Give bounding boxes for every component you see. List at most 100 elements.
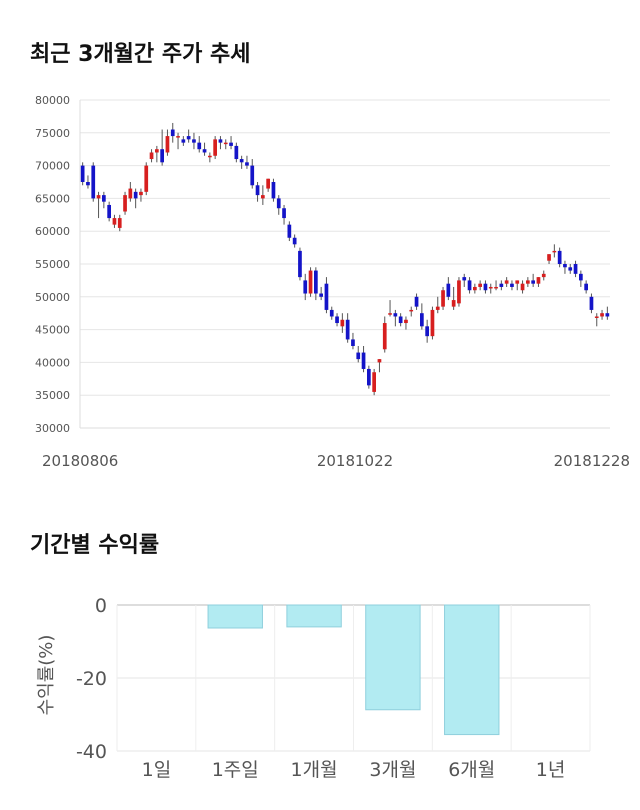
- candle-down: [393, 313, 398, 317]
- candle-down: [605, 313, 610, 317]
- candle-up: [600, 313, 604, 317]
- candle-up: [165, 136, 170, 153]
- candle-up: [520, 283, 525, 291]
- return-bar: [207, 604, 263, 629]
- return-gridlines: [116, 604, 591, 752]
- candle-up: [478, 283, 483, 287]
- candle-down: [356, 352, 361, 360]
- candle-up: [451, 300, 456, 307]
- candles: [80, 122, 610, 396]
- candle-up: [213, 139, 218, 156]
- candle-down: [419, 313, 424, 327]
- candle-up: [260, 195, 265, 199]
- candle-down: [563, 264, 567, 268]
- return-bar: [444, 604, 500, 736]
- candle-up: [525, 280, 530, 284]
- candle-down: [160, 149, 165, 163]
- candle-down: [361, 352, 366, 369]
- candle-down: [568, 267, 573, 271]
- candle-down: [107, 204, 112, 219]
- candle-down: [467, 280, 472, 291]
- candle-down: [234, 145, 239, 160]
- candle-down: [324, 283, 329, 310]
- return-x-axis: 1일 1주일 1개월 3개월 6개월 1년: [142, 759, 566, 781]
- candle-down: [298, 250, 302, 278]
- candle-down: [170, 129, 175, 137]
- candle-down: [197, 142, 202, 150]
- candle-down: [425, 326, 430, 337]
- price-y-tick-label: 45000: [35, 324, 70, 337]
- period-return-title: 기간별 수익률: [30, 533, 160, 558]
- candle-up: [430, 309, 435, 337]
- candle-up: [594, 316, 599, 318]
- candle-down: [239, 159, 244, 163]
- price-y-tick-label: 70000: [35, 160, 70, 173]
- return-bar-chart: 0 -20 -40 1일 1주일 1개월 3개월 6개월 1년 수익률(%): [36, 595, 591, 781]
- candle-down: [531, 280, 536, 284]
- candle-down: [133, 191, 138, 199]
- candle-down: [192, 139, 196, 143]
- candle-up: [117, 218, 122, 228]
- candle-up: [144, 165, 149, 192]
- candle-down: [276, 198, 281, 209]
- return-x-tick-label: 6개월: [448, 759, 495, 781]
- price-y-tick-label: 80000: [35, 94, 70, 107]
- candlestick-chart: 80000 75000 70000 65000 60000 55000 50000 45000…: [35, 94, 630, 470]
- candle-down: [510, 283, 514, 287]
- return-y-axis-label: 수익률(%): [36, 635, 57, 716]
- return-bar: [286, 604, 342, 628]
- candle-down: [250, 165, 255, 186]
- candle-up: [207, 155, 212, 158]
- candle-up: [112, 218, 117, 225]
- candle-up: [515, 280, 520, 284]
- candle-down: [271, 182, 276, 199]
- price-y-tick-label: 50000: [35, 291, 70, 304]
- price-x-axis: 20180806 20181022 20181228: [42, 452, 630, 470]
- candle-down: [313, 270, 318, 294]
- candle-up: [308, 270, 313, 294]
- candle-down: [398, 316, 403, 324]
- candle-down: [245, 162, 249, 166]
- candle-up: [223, 142, 228, 145]
- candle-down: [303, 280, 308, 294]
- candle-down: [292, 237, 297, 245]
- return-y-tick-label: 0: [95, 595, 107, 617]
- candle-down: [589, 296, 594, 310]
- candle-down: [287, 224, 292, 238]
- candle-down: [335, 316, 339, 324]
- candle-down: [255, 185, 260, 196]
- candle-up: [536, 277, 541, 284]
- candle-up: [409, 309, 414, 312]
- return-x-tick-label: 1개월: [291, 759, 338, 781]
- candle-up: [176, 136, 180, 138]
- return-x-tick-label: 1일: [142, 759, 172, 781]
- price-x-tick-label: 20180806: [42, 452, 118, 470]
- candle-down: [186, 136, 191, 140]
- price-y-tick-label: 40000: [35, 356, 70, 369]
- candle-up: [382, 323, 387, 350]
- price-gridlines: [79, 99, 610, 429]
- candle-down: [101, 195, 106, 202]
- candle-up: [472, 286, 477, 291]
- return-x-tick-label: 1주일: [212, 759, 259, 781]
- return-bar: [365, 604, 421, 711]
- price-x-tick-label: 20181228: [554, 452, 630, 470]
- candle-up: [123, 195, 127, 212]
- candle-down: [91, 165, 96, 199]
- candle-up: [388, 313, 392, 315]
- return-x-tick-label: 3개월: [369, 759, 416, 781]
- candle-down: [345, 319, 350, 340]
- candle-up: [494, 286, 498, 289]
- return-bars: [207, 604, 500, 736]
- candle-up: [404, 319, 408, 324]
- candle-up: [266, 178, 271, 189]
- candle-down: [462, 277, 467, 281]
- return-x-tick-label: 1년: [536, 759, 566, 781]
- candle-down: [414, 296, 419, 307]
- return-y-axis: 0 -20 -40: [76, 595, 107, 763]
- candle-up: [457, 280, 461, 304]
- candle-down: [351, 339, 355, 346]
- candle-up: [488, 286, 493, 289]
- price-y-tick-label: 60000: [35, 225, 70, 238]
- return-y-tick-label: -20: [76, 668, 107, 690]
